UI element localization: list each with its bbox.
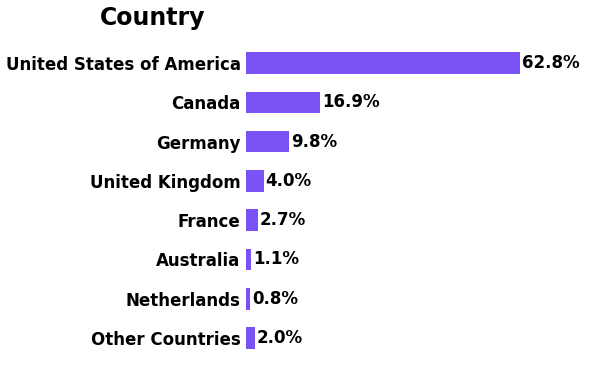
Text: 2.0%: 2.0% [257,329,303,347]
Bar [246,52,520,74]
Bar [246,249,251,270]
Bar [246,288,250,309]
Text: 1.1%: 1.1% [253,250,299,269]
Text: 0.8%: 0.8% [252,290,298,308]
Bar [246,327,255,349]
Text: 2.7%: 2.7% [260,211,306,229]
Text: Country: Country [100,6,205,30]
Bar [246,131,289,152]
Bar [246,209,258,231]
Text: 9.8%: 9.8% [291,133,337,151]
Bar [246,92,320,113]
Text: 62.8%: 62.8% [522,54,580,72]
Text: 16.9%: 16.9% [322,93,379,111]
Bar [246,170,263,192]
Text: 4.0%: 4.0% [266,172,312,190]
